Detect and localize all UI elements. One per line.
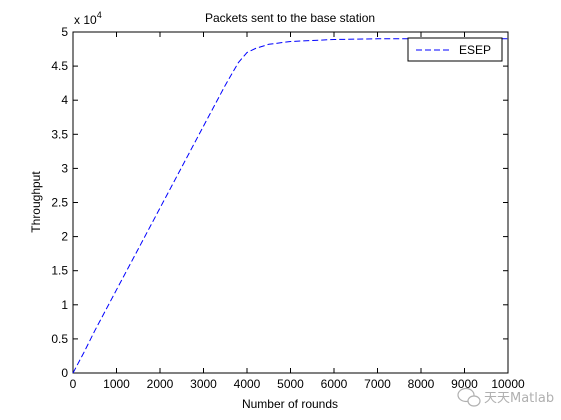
x-tick-label: 8000 [408, 377, 435, 391]
y-axis-title: Throughput [29, 171, 43, 233]
y-tick-label: 3.5 [51, 127, 68, 141]
y-tick-label: 0 [61, 366, 68, 380]
y-tick-label: 5 [61, 25, 68, 39]
x-axis-title: Number of rounds [242, 397, 338, 411]
legend: ESEP [407, 37, 503, 62]
y-tick-label: 1.5 [51, 264, 68, 278]
x-axis-ticks: 0 1000 2000 3000 4000 5000 6000 7000 8000 9000 100… [70, 32, 525, 391]
y-exponent-power: 4 [97, 10, 102, 20]
y-tick-label: 2.5 [51, 196, 68, 210]
y-exponent-base: x 10 [74, 13, 97, 27]
series-layer [72, 38, 508, 374]
watermark: 天天Matlab [457, 387, 554, 407]
y-tick-label: 0.5 [51, 332, 68, 346]
chart-title: Packets sent to the base station [205, 11, 375, 25]
y-tick-label: 3 [61, 161, 68, 175]
y-axis-ticks: 0 0.5 1 1.5 2 2.5 3 3.5 4 4.5 5 [51, 25, 508, 380]
y-tick-label: 1 [61, 298, 68, 312]
x-tick-label: 2000 [147, 377, 174, 391]
x-tick-label: 1000 [103, 377, 130, 391]
x-tick-label: 5000 [277, 377, 304, 391]
plot-area [72, 31, 509, 374]
x-tick-label: 6000 [321, 377, 348, 391]
series-line-esep [72, 38, 508, 374]
x-tick-label: 0 [70, 377, 77, 391]
y-exponent-label: x 104 [74, 10, 102, 27]
x-tick-label: 4000 [234, 377, 261, 391]
y-tick-label: 4.5 [51, 59, 68, 73]
x-tick-label: 3000 [190, 377, 217, 391]
x-tick-label: 9000 [451, 377, 478, 391]
legend-box [407, 37, 503, 62]
legend-label-esep: ESEP [459, 43, 491, 57]
wechat-icon [457, 387, 481, 407]
x-tick-label: 10000 [491, 377, 525, 391]
y-tick-label: 4 [61, 93, 68, 107]
watermark-text: 天天Matlab [484, 391, 554, 406]
x-tick-label: 7000 [364, 377, 391, 391]
y-tick-label: 2 [61, 230, 68, 244]
